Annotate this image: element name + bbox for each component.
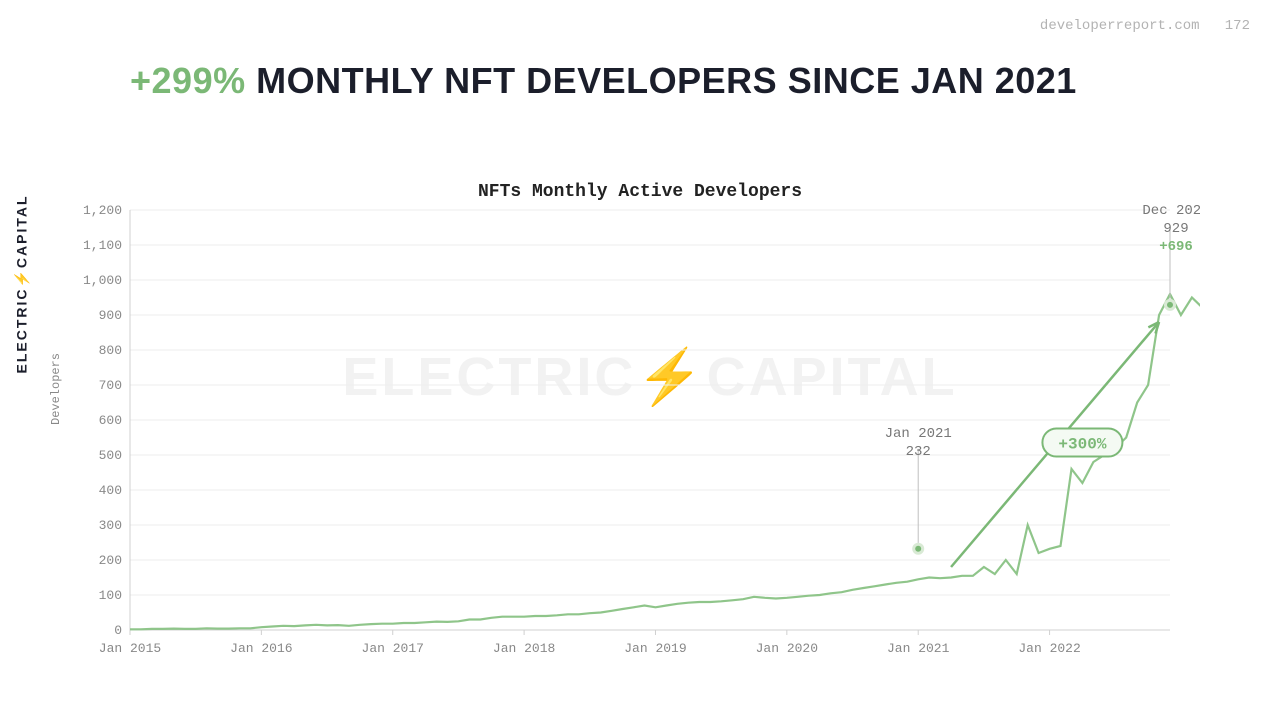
y-tick: 200 <box>99 553 122 568</box>
y-tick: 600 <box>99 413 122 428</box>
annotation-jan2021-value: 232 <box>906 444 931 460</box>
x-tick: Jan 2017 <box>362 641 424 656</box>
y-tick: 300 <box>99 518 122 533</box>
chart-title: NFTs Monthly Active Developers <box>80 182 1200 202</box>
chart-svg: ELECTRIC⚡CAPITAL 0 100 200 300 400 500 600 700 80… <box>80 180 1200 670</box>
x-tick: Jan 2020 <box>756 641 818 656</box>
x-tick: Jan 2018 <box>493 641 555 656</box>
y-tick: 1,000 <box>83 273 122 288</box>
x-tick: Jan 2021 <box>887 641 950 656</box>
x-tick: Jan 2022 <box>1018 641 1080 656</box>
annotation-dec2022-value: 929 <box>1163 221 1188 237</box>
x-tick: Jan 2016 <box>230 641 292 656</box>
header-meta: developerreport.com 172 <box>1040 18 1250 34</box>
watermark: ELECTRIC⚡CAPITAL <box>342 346 957 409</box>
chart: NFTs Monthly Active Developers ELECTRIC⚡… <box>80 180 1200 670</box>
y-tick: 700 <box>99 378 122 393</box>
y-axis-label: Developers <box>49 353 63 425</box>
line-series <box>130 221 1200 630</box>
x-tick: Jan 2019 <box>624 641 686 656</box>
site-url: developerreport.com <box>1040 18 1200 34</box>
y-tick: 400 <box>99 483 122 498</box>
brand-vertical: ELECTRIC⚡CAPITAL <box>14 194 31 373</box>
page-number: 172 <box>1225 18 1250 34</box>
annotation-jan2021-label: Jan 2021 <box>885 426 952 442</box>
growth-badge-text: +300% <box>1058 436 1106 454</box>
y-tick: 0 <box>114 623 122 638</box>
annotation-dec2022-label: Dec 2022 <box>1142 203 1200 219</box>
y-tick: 800 <box>99 343 122 358</box>
y-tick: 900 <box>99 308 122 323</box>
headline: +299% MONTHLY NFT DEVELOPERS SINCE JAN 2… <box>130 60 1077 102</box>
x-tick: Jan 2015 <box>99 641 161 656</box>
y-tick: 1,100 <box>83 238 122 253</box>
y-tick: 1,200 <box>83 203 122 218</box>
y-tick: 500 <box>99 448 122 463</box>
headline-highlight: +299% <box>130 60 246 101</box>
annotation-dec2022-delta: +696 <box>1159 239 1193 255</box>
headline-rest: MONTHLY NFT DEVELOPERS SINCE JAN 2021 <box>256 60 1077 101</box>
y-tick: 100 <box>99 588 122 603</box>
